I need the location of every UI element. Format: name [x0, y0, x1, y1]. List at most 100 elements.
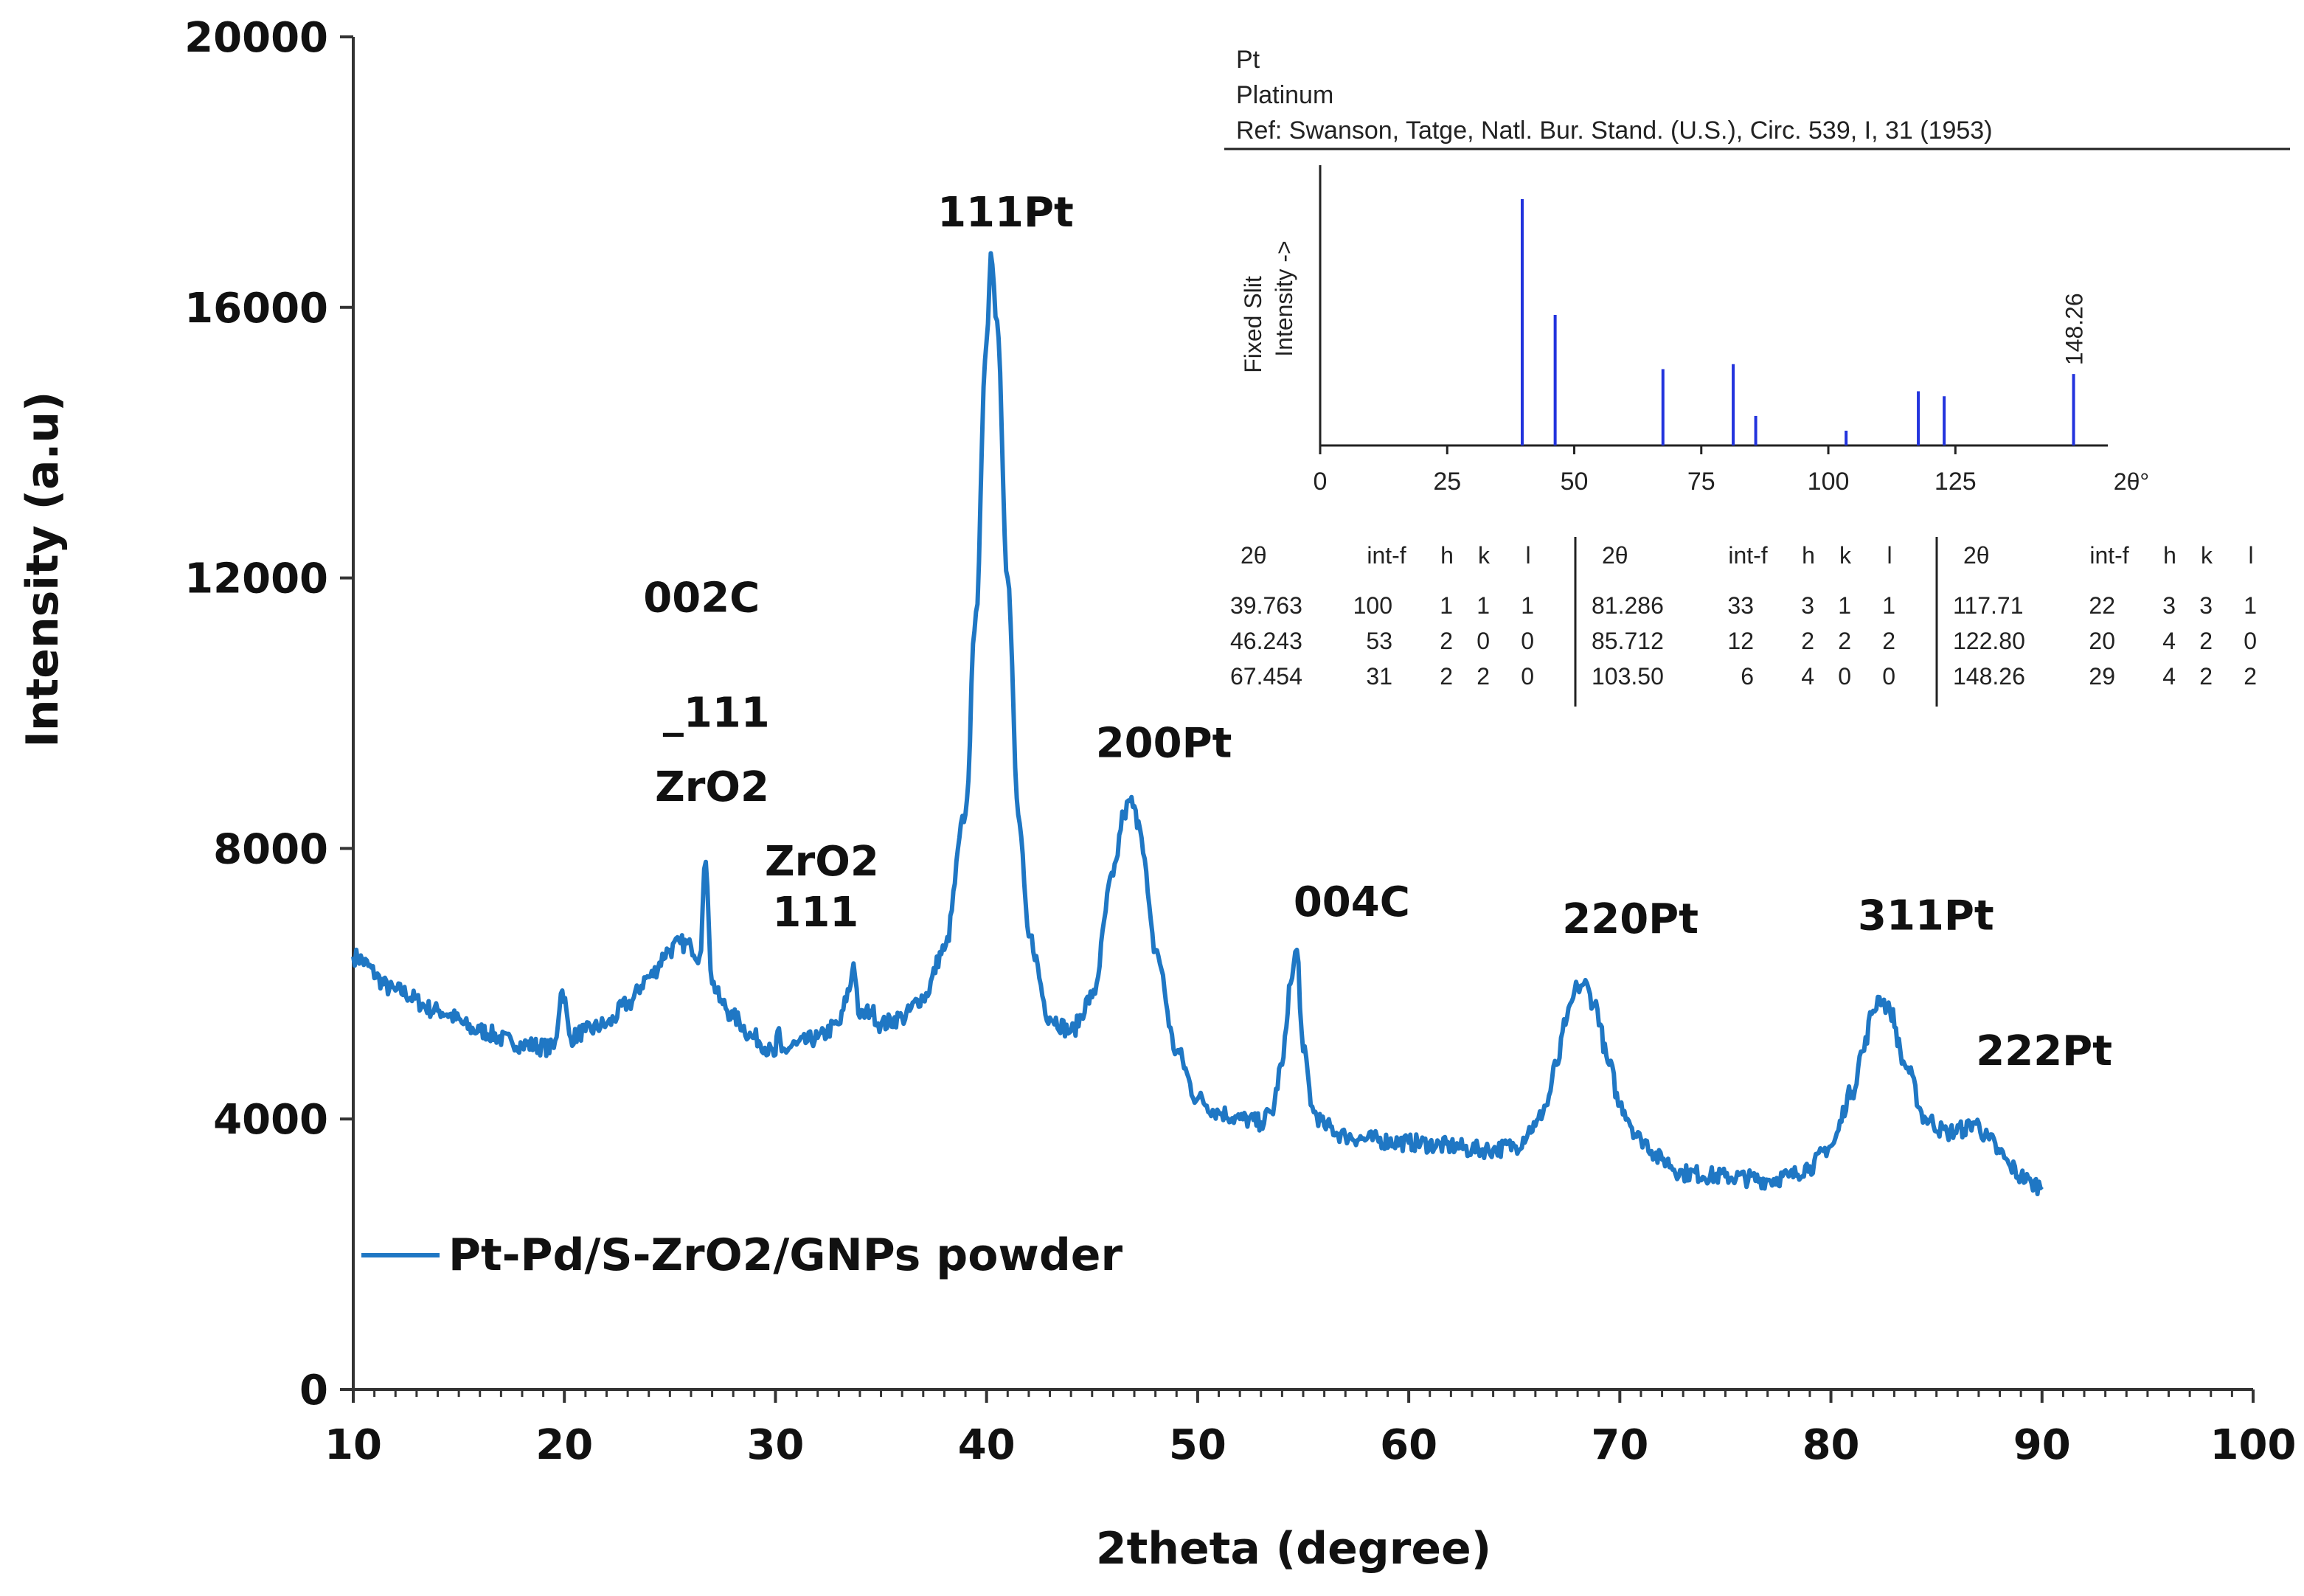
inset-table-header: 2θ	[1602, 542, 1628, 569]
peak-annotation: ZrO2	[655, 763, 769, 811]
y-tick-label: 16000	[184, 285, 328, 333]
inset-x-tick-label: 75	[1687, 468, 1715, 496]
y-axis-title: Intensity (a.u)	[17, 392, 69, 748]
inset-table-cell: 2	[1440, 628, 1453, 654]
inset-table-cell: 1	[1521, 592, 1534, 619]
inset-table-cell: 85.712	[1592, 628, 1664, 654]
y-ticks: 0 4000 8000 12000 16000 20000	[184, 14, 353, 1415]
y-tick-label: 8000	[213, 825, 328, 873]
inset-table-cell: 122.80	[1953, 628, 2025, 654]
inset-table-cell: 4	[2162, 663, 2176, 690]
inset-x-tick-label: 125	[1935, 468, 1977, 496]
inset-table-cell: 39.763	[1230, 592, 1302, 619]
peak-annotation: 220Pt	[1562, 895, 1698, 943]
peak-annotation: 002C	[643, 574, 760, 622]
inset-sticks	[1520, 199, 2075, 445]
inset-table-cell: 3	[1801, 592, 1814, 619]
inset-table-cell: 4	[2162, 628, 2176, 654]
inset-table-cell: 2	[1477, 663, 1490, 690]
inset-table-cell: 31	[1366, 663, 1392, 690]
y-tick-label: 4000	[213, 1096, 328, 1144]
x-axis-title: 2theta (degree)	[1096, 1523, 1491, 1575]
inset-table-cell: 1	[1882, 592, 1895, 619]
inset-ylabel-line2: Intensity ->	[1271, 240, 1297, 356]
inset-table-cell: 67.454	[1230, 663, 1302, 690]
inset-table-cell: 2	[1838, 628, 1851, 654]
inset-table-header: int-f	[1728, 542, 1767, 569]
peak-annotation: 311Pt	[1858, 892, 1994, 940]
inset-table-cell: 0	[1521, 663, 1534, 690]
inset-table: 2θ int-f h k l39.763 100 1 1 146.243 53 2 0 067.454 3…	[1230, 537, 2257, 707]
peak-annotation: 200Pt	[1096, 720, 1232, 768]
peak-annotation: 004C	[1294, 878, 1410, 926]
inset-table-cell: 4	[1801, 663, 1814, 690]
inset-x-tick-label: 25	[1433, 468, 1461, 496]
inset-table-cell: 1	[1838, 592, 1851, 619]
inset-table-header: k	[2201, 542, 2213, 569]
inset-x-ticks: 0 25 50 75 100 125	[1314, 445, 1977, 496]
inset-table-cell: 2	[2244, 663, 2257, 690]
inset-table-header: 2θ	[1963, 542, 1990, 569]
x-tick-label: 60	[1380, 1421, 1437, 1469]
series-line-pt-pd	[351, 251, 2044, 1196]
peak-annotation: 111	[772, 889, 858, 937]
inset-table-cell: 20	[2089, 628, 2115, 654]
inset-table-header: h	[2163, 542, 2176, 569]
x-tick-label: 70	[1591, 1421, 1648, 1469]
peak-annotation: 111Pt	[937, 189, 1074, 237]
inset-table-cell: 53	[1366, 628, 1392, 654]
inset-table-cell: 12	[1727, 628, 1754, 654]
inset-table-header: int-f	[1367, 542, 1406, 569]
inset-table-cell: 6	[1741, 663, 1754, 690]
inset-x-tick-label: 100	[1808, 468, 1850, 496]
peak-annotation: 222Pt	[1976, 1027, 2112, 1075]
inset-table-cell: 22	[2089, 592, 2115, 619]
x-tick-label: 100	[2210, 1421, 2297, 1469]
x-tick-label: 30	[746, 1421, 804, 1469]
y-tick-label: 12000	[184, 555, 328, 603]
inset-table-cell: 1	[1440, 592, 1453, 619]
inset-table-header: h	[1802, 542, 1815, 569]
x-ticks: 10 20 30 40 50 60 70 80 90 100	[325, 1389, 2296, 1469]
inset-table-cell: 2	[1801, 628, 1814, 654]
inset-table-header: int-f	[2089, 542, 2128, 569]
inset-table-cell: 2	[2199, 663, 2213, 690]
inset-table-header: k	[1478, 542, 1491, 569]
inset-table-cell: 2	[1882, 628, 1895, 654]
inset-table-cell: 0	[1882, 663, 1895, 690]
inset-table-cell: 117.71	[1953, 592, 2024, 619]
x-tick-label: 90	[2013, 1421, 2071, 1469]
x-tick-label: 80	[1802, 1421, 1860, 1469]
inset-table-cell: 1	[1477, 592, 1490, 619]
inset-table-cell: 2	[1440, 663, 1453, 690]
inset-table-cell: 3	[2199, 592, 2213, 619]
inset-formula: Pt	[1236, 46, 1260, 74]
inset-table-cell: 33	[1727, 592, 1754, 619]
inset-table-cell: 0	[1477, 628, 1490, 654]
inset-table-cell: 0	[2244, 628, 2257, 654]
peak-annotation: _111	[663, 689, 770, 737]
inset-table-cell: 2	[2199, 628, 2213, 654]
legend: Pt-Pd/S-ZrO2/GNPs powder	[361, 1229, 1123, 1281]
inset-table-cell: 81.286	[1592, 592, 1664, 619]
x-tick-label: 20	[535, 1421, 593, 1469]
y-tick-label: 0	[299, 1367, 328, 1415]
inset-ylabel-line1: Fixed Slit	[1240, 276, 1266, 373]
inset-table-header: 2θ	[1241, 542, 1267, 569]
inset-table-cell: 100	[1353, 592, 1392, 619]
inset-x-tick-label: 0	[1314, 468, 1328, 496]
y-tick-label: 20000	[184, 14, 328, 62]
inset-table-cell: 46.243	[1230, 628, 1302, 654]
inset-peak-label: 148.26	[2061, 293, 2088, 365]
inset-table-cell: 103.50	[1592, 663, 1664, 690]
inset-table-header: k	[1839, 542, 1852, 569]
inset-x-unit: 2θ°	[2114, 468, 2149, 495]
x-tick-label: 40	[958, 1421, 1016, 1469]
inset-table-cell: 0	[1521, 628, 1534, 654]
inset-table-header: h	[1440, 542, 1454, 569]
inset-table-cell: 29	[2089, 663, 2115, 690]
inset-reference: Ref: Swanson, Tatge, Natl. Bur. Stand. (…	[1236, 117, 1993, 145]
